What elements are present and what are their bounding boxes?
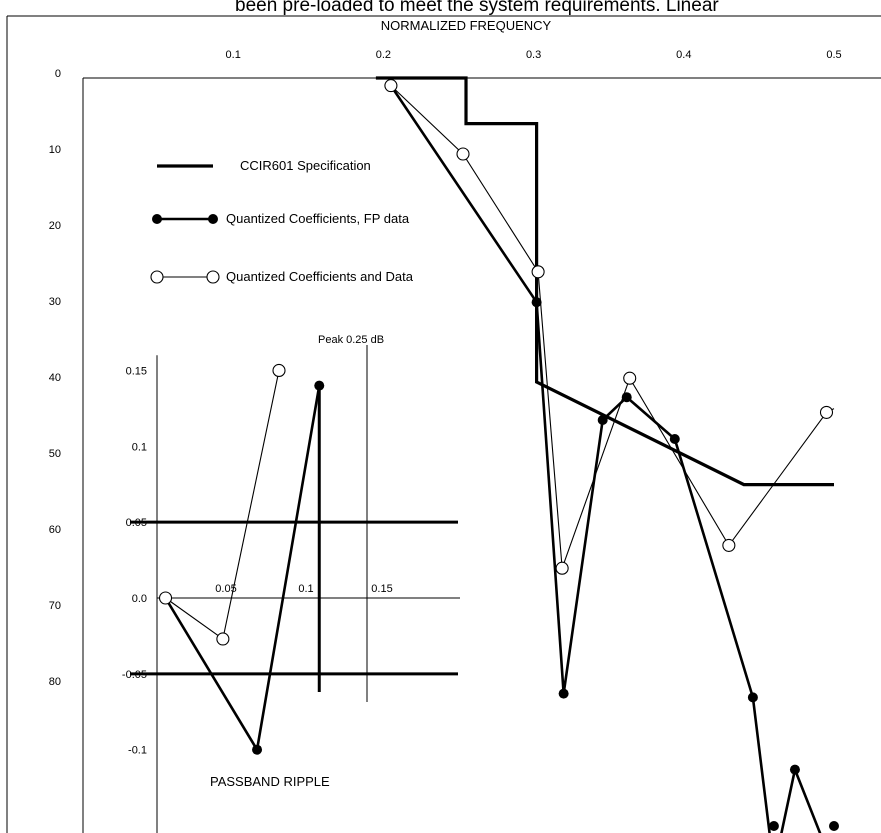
- main-x-tick-label: 0.2: [376, 49, 391, 61]
- inset-y-tick-label: 0.1: [132, 441, 147, 453]
- inset-title: PASSBAND RIPPLE: [210, 774, 330, 789]
- inset-y-tick-label: 0.05: [126, 517, 147, 529]
- legend-label: Quantized Coefficients, FP data: [226, 211, 410, 226]
- inset-series-line: [165, 370, 280, 640]
- series-point-filled: [768, 821, 779, 831]
- legend-marker-filled: [152, 214, 162, 224]
- legend-label: CCIR601 Specification: [240, 158, 371, 173]
- legend-label: Quantized Coefficients and Data: [226, 269, 414, 284]
- series-point-open: [722, 538, 736, 552]
- series-point-filled: [597, 415, 608, 425]
- main-y-tick-label: 20: [49, 220, 61, 232]
- passband-ripple-inset: 0.15 0.1 0.05 0.0 -0.05 -0.1 0.05 0.1 0.15 Peak 0…: [122, 334, 460, 833]
- peak-annotation: Peak 0.25 dB: [318, 334, 384, 346]
- main-y-tick-label: 60: [49, 524, 61, 536]
- legend-marker-open: [206, 270, 220, 284]
- main-x-tick-label: 0.3: [526, 49, 541, 61]
- legend-marker-filled: [208, 214, 218, 224]
- inset-series-line: [164, 385, 321, 754]
- series-point-filled: [789, 764, 800, 775]
- series-point-open: [555, 561, 569, 575]
- series-point-open: [456, 147, 470, 161]
- inset-point-open: [216, 632, 230, 646]
- inset-y-tick-label: -0.05: [122, 669, 147, 681]
- inset-point-filled: [252, 744, 263, 755]
- main-y-tick-label: 80: [49, 676, 61, 688]
- main-y-tick-label: 30: [49, 296, 61, 308]
- legend-marker-open: [150, 270, 164, 284]
- series-point-filled: [531, 297, 542, 308]
- main-y-tick-label: 40: [49, 372, 61, 384]
- main-y-tick-label: 10: [49, 144, 61, 156]
- main-y-tick-label: 50: [49, 448, 61, 460]
- series-line: [375, 76, 834, 487]
- caption-fragment: been pre-loaded to meet the system requi…: [235, 0, 719, 16]
- inset-point-filled: [314, 380, 325, 391]
- main-x-tick-label: 0.1: [226, 49, 241, 61]
- inset-point-open: [272, 363, 286, 378]
- inset-y-tick-label: 0.15: [126, 365, 147, 377]
- inset-x-tick-label: 0.05: [215, 583, 236, 595]
- main-x-tick-label: 0.5: [826, 49, 841, 61]
- series-point-filled: [558, 688, 569, 699]
- inset-point-open: [158, 591, 173, 605]
- series-point-open: [819, 405, 834, 419]
- series-point-filled: [669, 434, 680, 444]
- inset-x-tick-label: 0.1: [298, 583, 313, 595]
- main-x-tick-label: 0.4: [676, 49, 691, 61]
- series-line: [389, 84, 822, 833]
- main-y-tick-label: 70: [49, 600, 61, 612]
- series-point-filled: [829, 821, 839, 831]
- inset-y-tick-label: 0.0: [132, 593, 147, 605]
- main-y-tick-label: 0: [55, 68, 61, 80]
- series-point-open: [531, 265, 545, 279]
- series-point-open: [623, 371, 637, 385]
- series-point-filled: [747, 692, 758, 703]
- series-line: [390, 85, 835, 569]
- main-chart: 0.1 0.2 0.3 0.4 0.5 0 10 20 30 40 50 60 70 80 CCIR601 …: [49, 49, 881, 833]
- inset-y-tick-label: -0.1: [128, 745, 147, 757]
- inset-x-tick-label: 0.15: [371, 583, 392, 595]
- series-point-open: [384, 79, 398, 93]
- main-chart-title: NORMALIZED FREQUENCY: [381, 18, 552, 33]
